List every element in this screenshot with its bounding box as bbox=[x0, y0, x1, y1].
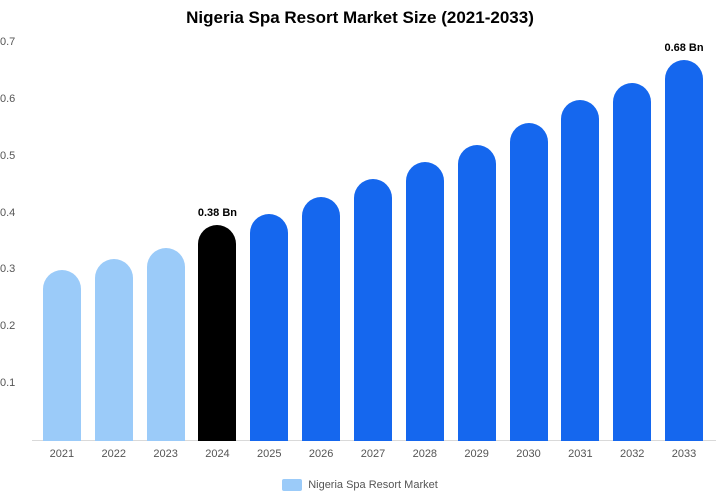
bar-column bbox=[399, 42, 451, 441]
x-axis-label: 2032 bbox=[619, 448, 645, 460]
x-axis-label: 2025 bbox=[257, 448, 282, 460]
x-axis-label: 2026 bbox=[308, 448, 334, 460]
bar bbox=[665, 60, 704, 441]
bar bbox=[250, 213, 289, 441]
y-axis-tick-label: 0.2 bbox=[0, 320, 16, 333]
bars-area: 0.38 Bn 0.68 Bn bbox=[36, 42, 710, 441]
legend: Nigeria Spa Resort Market bbox=[0, 475, 720, 495]
bar-column: 0.38 Bn bbox=[192, 42, 244, 441]
x-axis-label: 2024 bbox=[205, 448, 230, 460]
chart-title: Nigeria Spa Resort Market Size (2021-203… bbox=[186, 8, 534, 27]
bar bbox=[146, 247, 185, 441]
y-axis-tick-label: 0.1 bbox=[0, 377, 16, 390]
y-axis-tick-label: 0.4 bbox=[0, 206, 16, 219]
x-axis: 2021 2022 2023 2024 2025 2026 2027 2028 2029 2030… bbox=[36, 448, 710, 464]
x-axis-label: 2021 bbox=[49, 448, 75, 460]
bar-column bbox=[36, 42, 88, 441]
bar bbox=[198, 224, 237, 441]
x-axis-label: 2029 bbox=[464, 448, 489, 460]
legend-label: Nigeria Spa Resort Market bbox=[308, 479, 438, 491]
bar bbox=[405, 162, 444, 441]
y-axis-tick-label: 0.5 bbox=[0, 149, 16, 162]
bar bbox=[353, 179, 392, 441]
bar bbox=[509, 122, 548, 441]
bar-value-label: 0.38 Bn bbox=[197, 206, 238, 219]
y-axis-tick-label: 0.7 bbox=[0, 36, 16, 48]
bar bbox=[302, 196, 341, 441]
bar-column bbox=[347, 42, 399, 441]
x-axis-label: 2033 bbox=[671, 448, 697, 460]
bar-column bbox=[451, 42, 503, 441]
bar bbox=[42, 270, 81, 441]
bar-column bbox=[88, 42, 140, 441]
y-axis-tick-label: 0.3 bbox=[0, 263, 16, 276]
bar-column bbox=[606, 42, 658, 441]
bar-column bbox=[295, 42, 347, 441]
bar bbox=[613, 82, 652, 441]
x-axis-label: 2023 bbox=[153, 448, 178, 460]
bar-column bbox=[503, 42, 555, 441]
bar bbox=[457, 145, 496, 441]
x-axis-label: 2030 bbox=[516, 448, 541, 460]
bar-column: 0.68 Bn bbox=[658, 42, 710, 441]
legend-swatch bbox=[282, 479, 303, 491]
x-axis-label: 2022 bbox=[101, 448, 126, 460]
y-axis-tick-label: 0.6 bbox=[0, 92, 16, 105]
bar-column bbox=[140, 42, 192, 441]
y-axis: 0.7 0.6 0.5 0.4 0.3 0.2 0.1 bbox=[0, 0, 30, 500]
x-axis-label: 2031 bbox=[568, 448, 593, 460]
bar bbox=[561, 99, 600, 441]
bar-value-label: 0.68 Bn bbox=[664, 42, 704, 54]
bar-column bbox=[554, 42, 606, 441]
bar-column bbox=[243, 42, 295, 441]
bar bbox=[94, 259, 133, 441]
x-axis-label: 2028 bbox=[412, 448, 438, 460]
x-axis-label: 2027 bbox=[360, 448, 386, 460]
